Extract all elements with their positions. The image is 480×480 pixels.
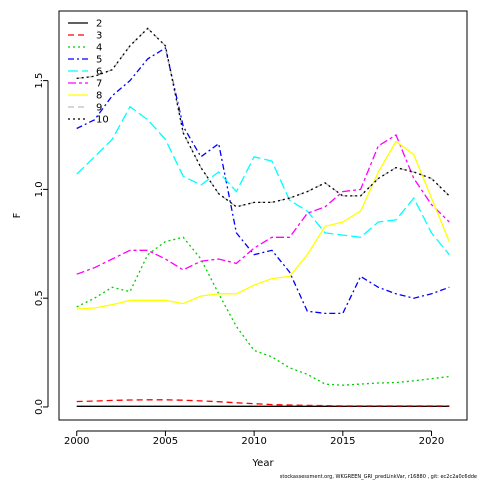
y-axis: 0.0 0.5 1.0 1.5 bbox=[34, 73, 49, 415]
legend-label-5: 5 bbox=[96, 55, 102, 66]
x-axis: 2000 2005 2010 2015 2020 bbox=[64, 430, 444, 447]
legend-label-8: 8 bbox=[96, 91, 102, 102]
legend-label-9: 9 bbox=[96, 103, 102, 114]
legend-label-4: 4 bbox=[96, 43, 102, 54]
series-line-4 bbox=[76, 236, 450, 386]
legend-label-2: 2 bbox=[96, 19, 102, 30]
footnote: stockassessment.org, WKGREEN_GRI_predLin… bbox=[280, 474, 477, 480]
series-line-3 bbox=[76, 399, 450, 407]
x-axis-title: Year bbox=[251, 458, 274, 469]
series-line-5 bbox=[76, 46, 450, 315]
plot-lines bbox=[76, 27, 450, 407]
x-tick-label-2015: 2015 bbox=[330, 436, 355, 447]
y-axis-title: F bbox=[12, 212, 23, 218]
y-tick-label-2: 1.0 bbox=[34, 181, 45, 197]
plot-frame bbox=[58, 10, 468, 421]
y-tick-label-0: 0.0 bbox=[34, 399, 45, 415]
series-line-8 bbox=[76, 140, 450, 310]
y-tick-label-1: 0.5 bbox=[34, 290, 45, 306]
legend-label-10: 10 bbox=[96, 115, 109, 126]
series-line-10 bbox=[76, 27, 450, 208]
y-tick-label-3: 1.5 bbox=[34, 73, 45, 89]
x-tick-label-2000: 2000 bbox=[64, 436, 89, 447]
legend-label-3: 3 bbox=[96, 31, 102, 42]
x-tick-label-2005: 2005 bbox=[153, 436, 178, 447]
legend-label-7: 7 bbox=[96, 79, 102, 90]
series-line-7 bbox=[76, 134, 450, 275]
legend-label-6: 6 bbox=[96, 67, 102, 78]
x-tick-label-2020: 2020 bbox=[419, 436, 444, 447]
x-tick-label-2010: 2010 bbox=[241, 436, 266, 447]
